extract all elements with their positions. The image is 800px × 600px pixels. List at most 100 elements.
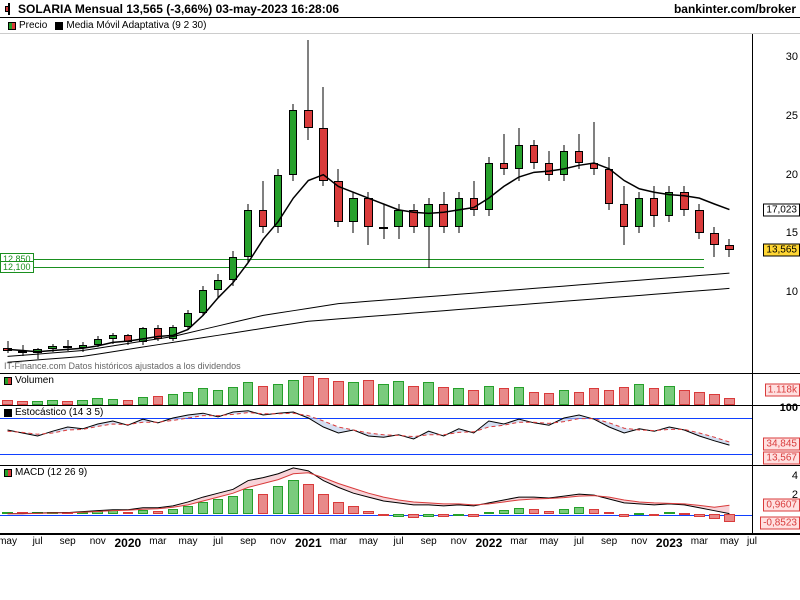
price-panel[interactable]: 12,85012,100 101520253017,02313,565 IT-F… (0, 34, 800, 374)
volume-bar (544, 393, 555, 405)
x-tick: sep (240, 536, 256, 547)
x-tick: nov (270, 536, 286, 547)
volume-icon (4, 377, 12, 385)
volume-bar (724, 398, 735, 405)
volume-bar (604, 390, 615, 405)
macd-label: MACD (12 26 9) (15, 467, 87, 478)
volume-panel[interactable]: Volumen 1.118k (0, 374, 800, 406)
volume-bar (453, 388, 464, 405)
x-tick: sep (60, 536, 76, 547)
volume-bar (62, 401, 73, 406)
chart-title: SOLARIA Mensual 13,565 (-3,66%) 03-may-2… (18, 2, 339, 16)
volume-bar (574, 392, 585, 405)
x-tick: mar (510, 536, 527, 547)
stoch-icon (4, 409, 12, 417)
x-tick: mar (691, 536, 708, 547)
y-tick: 10 (786, 286, 798, 298)
macd-marker: 0,9607 (763, 499, 800, 512)
volume-bar (589, 388, 600, 405)
volume-bar (138, 397, 149, 405)
x-tick: mar (149, 536, 166, 547)
y-tick: 15 (786, 227, 798, 239)
price-legend-icon (8, 22, 16, 30)
volume-bar (393, 381, 404, 405)
volume-bar (32, 401, 43, 405)
volume-bar (168, 394, 179, 405)
candle-icon (4, 3, 14, 15)
mma-legend-icon (55, 22, 63, 30)
volume-bar (108, 399, 119, 405)
volume-marker: 1.118k (765, 383, 800, 396)
volume-bar (92, 398, 103, 405)
price-legend: Precio Media Móvil Adaptativa (9 2 30) (0, 18, 800, 34)
volume-bar (679, 390, 690, 405)
volume-bar (438, 387, 449, 405)
stoch-marker: 13,567 (763, 452, 800, 465)
watermark: IT-Finance.com Datos históricos ajustado… (4, 361, 241, 371)
x-tick: jul (747, 536, 757, 547)
x-tick: jul (394, 536, 404, 547)
x-tick: nov (90, 536, 106, 547)
stoch-ytick: 100 (780, 402, 798, 414)
volume-label: Volumen (15, 375, 54, 386)
chart-header: SOLARIA Mensual 13,565 (-3,66%) 03-may-2… (0, 0, 800, 18)
stoch-marker: 34,845 (763, 438, 800, 451)
stochastic-panel[interactable]: Estocástico (14 3 5) 10034,84513,567 (0, 406, 800, 466)
x-tick: may (720, 536, 739, 547)
x-tick: may (540, 536, 559, 547)
x-tick: sep (601, 536, 617, 547)
source-label: bankinter.com/broker (674, 2, 796, 16)
volume-bar (198, 388, 209, 405)
volume-bar (499, 388, 510, 405)
price-marker: 17,023 (763, 203, 800, 216)
x-tick: may (179, 536, 198, 547)
volume-bar (529, 392, 540, 405)
macd-marker: -0,8523 (760, 516, 800, 529)
volume-bar (2, 400, 13, 405)
x-tick: jul (574, 536, 584, 547)
volume-bar (634, 384, 645, 405)
x-tick: mar (330, 536, 347, 547)
volume-bar (153, 396, 164, 405)
macd-icon (4, 469, 12, 477)
x-tick: jul (33, 536, 43, 547)
volume-bar (228, 387, 239, 405)
x-tick: 2023 (656, 536, 683, 550)
x-tick: nov (451, 536, 467, 547)
precio-label: Precio (19, 20, 47, 31)
volume-bar (468, 390, 479, 405)
volume-bar (183, 392, 194, 405)
y-tick: 25 (786, 110, 798, 122)
volume-bar (378, 384, 389, 405)
y-tick: 30 (786, 51, 798, 63)
volume-bar (47, 400, 58, 405)
volume-bar (408, 386, 419, 405)
volume-bar (709, 394, 720, 405)
x-tick: sep (421, 536, 437, 547)
volume-bar (213, 390, 224, 405)
volume-bar (303, 376, 314, 405)
x-axis: mayjulsepnov2020marmayjulsepnov2021marma… (0, 534, 800, 550)
volume-bar (559, 390, 570, 405)
macd-ytick: 4 (792, 470, 798, 482)
volume-bar (348, 382, 359, 405)
y-tick: 20 (786, 169, 798, 181)
stoch-label: Estocástico (14 3 5) (15, 407, 103, 418)
macd-panel[interactable]: MACD (12 26 9) 240,9607-0,8523 (0, 466, 800, 534)
volume-bar (77, 400, 88, 405)
volume-bar (514, 387, 525, 405)
volume-bar (273, 384, 284, 405)
volume-bar (619, 387, 630, 405)
volume-bar (363, 380, 374, 405)
volume-bar (288, 380, 299, 405)
volume-bar (258, 386, 269, 405)
x-tick: nov (631, 536, 647, 547)
volume-bar (318, 378, 329, 405)
price-marker: 13,565 (763, 244, 800, 257)
volume-bar (17, 401, 28, 405)
volume-bar (123, 400, 134, 405)
volume-bar (243, 382, 254, 405)
volume-bar (484, 386, 495, 405)
x-tick: may (359, 536, 378, 547)
volume-bar (694, 392, 705, 405)
